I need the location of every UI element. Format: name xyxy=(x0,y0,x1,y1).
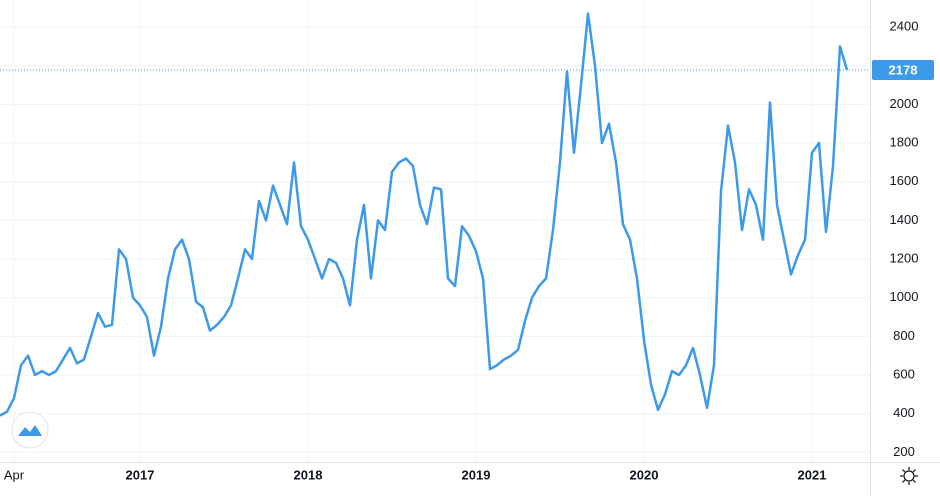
gear-spokes[interactable] xyxy=(900,467,918,485)
y-tick-label: 1400 xyxy=(890,212,919,227)
price-line xyxy=(0,12,849,417)
gear-icon[interactable] xyxy=(903,470,915,482)
y-tick-label: 2400 xyxy=(890,19,919,34)
y-tick-label: 1200 xyxy=(890,250,919,265)
y-tick-label: 1600 xyxy=(890,173,919,188)
settings-button[interactable] xyxy=(900,467,918,485)
grid xyxy=(0,0,870,462)
x-tick-label: 2018 xyxy=(294,467,323,482)
x-tick-label: 2021 xyxy=(798,467,827,482)
y-tick-label: 400 xyxy=(893,405,915,420)
y-tick-label: 1800 xyxy=(890,134,919,149)
y-tick-label: 600 xyxy=(893,366,915,381)
y-tick-label: 200 xyxy=(893,444,915,459)
x-tick-label: 2019 xyxy=(462,467,491,482)
x-tick-label: 2020 xyxy=(630,467,659,482)
x-tick-label: Apr xyxy=(4,467,25,482)
last-price-label: 2178 xyxy=(889,62,918,77)
logo[interactable] xyxy=(11,411,49,449)
y-tick-label: 1000 xyxy=(890,289,919,304)
logo-circle[interactable] xyxy=(11,411,49,449)
x-tick-label: 2017 xyxy=(126,467,155,482)
last-price-box xyxy=(872,59,934,80)
y-tick-label: 800 xyxy=(893,328,915,343)
y-tick-label: 2000 xyxy=(890,96,919,111)
logo-icon[interactable] xyxy=(18,425,42,436)
